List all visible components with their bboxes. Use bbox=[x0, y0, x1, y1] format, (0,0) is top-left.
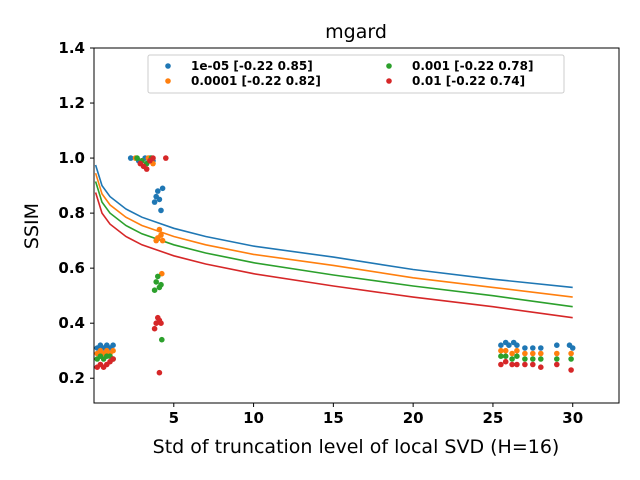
point-s1-17 bbox=[159, 185, 166, 192]
point-s1-24 bbox=[530, 345, 536, 351]
point-s4-23 bbox=[522, 361, 528, 368]
point-s3-25 bbox=[568, 356, 574, 362]
point-s1-12 bbox=[151, 199, 158, 205]
point-s4-6 bbox=[110, 356, 116, 362]
legend-box bbox=[147, 54, 565, 94]
point-s4-26 bbox=[554, 361, 560, 368]
fit-line-1 bbox=[94, 164, 573, 289]
point-s1-26 bbox=[554, 342, 560, 349]
point-s2-25 bbox=[568, 350, 574, 357]
point-s3-22 bbox=[530, 356, 536, 362]
point-s1-16 bbox=[158, 207, 164, 214]
point-s3-7 bbox=[134, 155, 140, 161]
x-tick-label-4: 20 bbox=[403, 409, 424, 427]
point-s3-24 bbox=[554, 356, 560, 362]
point-s2-22 bbox=[530, 350, 536, 357]
point-s2-19 bbox=[509, 350, 515, 357]
legend-label-1: 1e-05 [-0.22 0.85] bbox=[191, 59, 313, 73]
point-s3-17 bbox=[498, 353, 504, 360]
point-s1-15 bbox=[156, 196, 163, 203]
point-s2-17 bbox=[498, 347, 504, 354]
plot-marks bbox=[94, 155, 576, 376]
legend-marker-2 bbox=[165, 78, 171, 84]
point-s3-20 bbox=[514, 353, 520, 360]
point-s3-12 bbox=[153, 279, 159, 285]
y-tick-label-5: 1.0 bbox=[58, 149, 85, 167]
point-s4-16 bbox=[158, 320, 164, 327]
point-s1-20 bbox=[506, 342, 512, 349]
y-tick-label-7: 1.4 bbox=[58, 39, 85, 57]
point-s2-16 bbox=[159, 237, 166, 244]
point-s2-13 bbox=[156, 226, 163, 233]
y-tick-label-1: 0.2 bbox=[58, 369, 85, 387]
x-tick-label-5: 25 bbox=[482, 409, 503, 427]
point-s1-18 bbox=[498, 342, 504, 349]
point-s3-11 bbox=[151, 287, 158, 294]
legend-marker-4 bbox=[386, 78, 392, 84]
point-s1-22 bbox=[514, 342, 520, 349]
point-s2-20 bbox=[514, 347, 520, 354]
legend-label-4: 0.01 [-0.22 0.74] bbox=[412, 74, 525, 88]
point-s1-25 bbox=[538, 345, 544, 351]
y-tick-label-6: 1.2 bbox=[58, 94, 85, 112]
chart-title: mgard bbox=[325, 21, 387, 43]
point-s3-18 bbox=[502, 353, 509, 360]
plot-frame bbox=[93, 47, 620, 404]
x-axis: 5 10 15 20 25 30 bbox=[169, 403, 583, 427]
point-s3-23 bbox=[538, 356, 544, 362]
point-s2-24 bbox=[554, 350, 560, 357]
point-s4-11 bbox=[150, 155, 156, 161]
point-s3-13 bbox=[155, 273, 161, 280]
fit-line-4 bbox=[94, 192, 573, 319]
point-s1-7 bbox=[127, 155, 134, 161]
y-tick-label-2: 0.4 bbox=[58, 314, 85, 332]
y-tick-label-3: 0.6 bbox=[58, 259, 85, 277]
point-s2-14 bbox=[158, 232, 164, 238]
x-tick-label-2: 10 bbox=[243, 409, 264, 427]
point-s4-19 bbox=[498, 361, 504, 368]
legend: 1e-05 [-0.22 0.85] 0.0001 [-0.22 0.82] 0… bbox=[147, 54, 565, 94]
legend-label-2: 0.0001 [-0.22 0.82] bbox=[191, 74, 321, 88]
fit-line-3 bbox=[94, 181, 573, 308]
point-s4-12 bbox=[151, 325, 158, 332]
point-s1-14 bbox=[155, 188, 161, 194]
point-s4-25 bbox=[538, 364, 544, 371]
legend-label-3: 0.001 [-0.22 0.78] bbox=[412, 59, 533, 73]
x-tick-label-6: 30 bbox=[562, 409, 583, 427]
point-s2-6 bbox=[110, 347, 116, 354]
y-axis-label: SSIM bbox=[21, 203, 43, 249]
point-s2-15 bbox=[159, 270, 165, 277]
point-s3-21 bbox=[522, 356, 528, 362]
point-s4-9 bbox=[143, 166, 150, 172]
y-tick-label-4: 0.8 bbox=[58, 204, 85, 222]
point-s4-18 bbox=[163, 155, 169, 161]
x-axis-label: Std of truncation level of local SVD (H=… bbox=[153, 436, 560, 458]
point-s4-27 bbox=[568, 367, 574, 373]
point-s1-6 bbox=[110, 342, 116, 349]
x-tick-label-1: 5 bbox=[169, 409, 179, 427]
point-s2-23 bbox=[538, 350, 544, 357]
x-tick-label-3: 15 bbox=[323, 409, 344, 427]
legend-marker-1 bbox=[165, 63, 171, 69]
point-s2-18 bbox=[502, 347, 509, 354]
point-s3-15 bbox=[158, 281, 164, 288]
fit-line-2 bbox=[94, 172, 573, 298]
point-s3-19 bbox=[509, 356, 515, 362]
point-s4-22 bbox=[514, 361, 520, 368]
point-s1-23 bbox=[522, 345, 528, 351]
legend-marker-3 bbox=[386, 63, 392, 69]
point-s4-17 bbox=[156, 369, 163, 376]
point-s2-21 bbox=[522, 350, 528, 357]
point-s4-20 bbox=[502, 358, 509, 365]
point-s4-24 bbox=[530, 361, 536, 368]
point-s3-16 bbox=[159, 336, 165, 343]
y-axis: 0.2 0.4 0.6 0.8 1.0 1.2 1.4 bbox=[58, 39, 94, 387]
point-s4-21 bbox=[509, 361, 515, 368]
point-s1-28 bbox=[569, 345, 576, 351]
